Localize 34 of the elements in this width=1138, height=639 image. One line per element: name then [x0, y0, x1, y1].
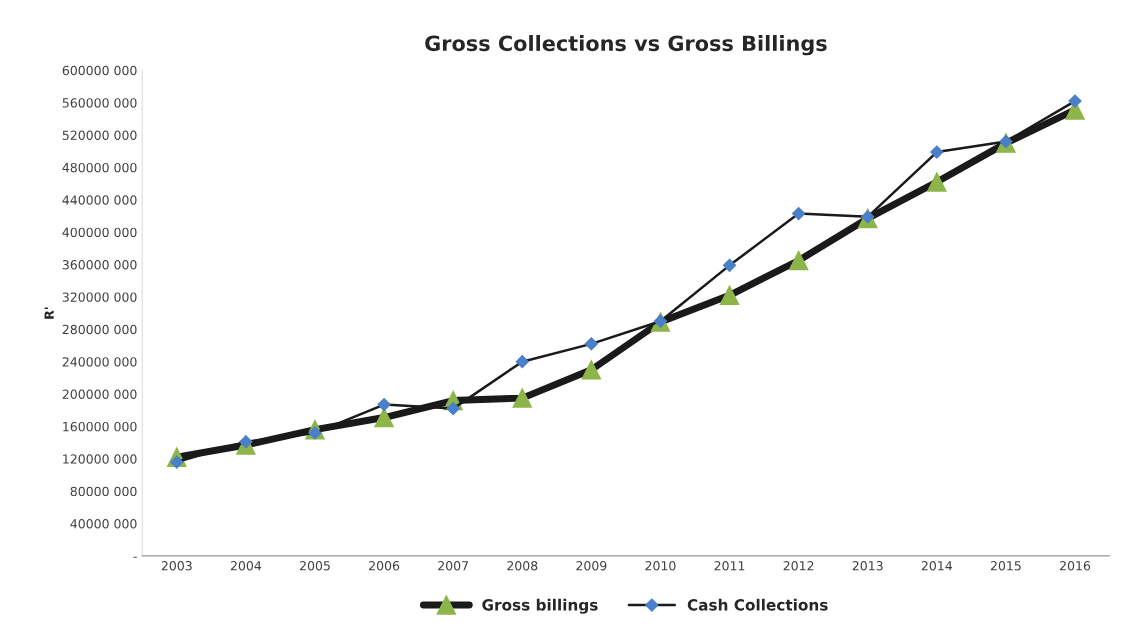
y-tick-label: 400000 000 — [62, 227, 137, 238]
x-tick-label: 2008 — [507, 561, 538, 571]
x-tick-label: 2015 — [990, 561, 1021, 571]
y-tick-label: 320000 000 — [62, 292, 137, 302]
x-tick-label: 2004 — [230, 561, 262, 571]
y-tick-label: 160000 000 — [63, 421, 137, 432]
x-tick-label: 2005 — [299, 561, 330, 571]
y-tick-label: 240000 000 — [62, 357, 137, 367]
x-tick-label: 2010 — [645, 561, 676, 571]
y-tick-label: 280000 000 — [62, 324, 137, 335]
x-tick-label: 2014 — [921, 561, 953, 571]
y-axis-title: R' — [44, 307, 54, 319]
y-tick-label: 120000 000 — [63, 454, 137, 464]
x-tick-label: 2016 — [1060, 561, 1091, 571]
y-tick-label: 200000 000 — [62, 389, 137, 399]
x-tick-label: 2011 — [714, 561, 745, 571]
y-tick-label: 480000 000 — [62, 162, 137, 173]
chart-title: Gross Collections vs Gross Billings — [425, 35, 827, 56]
y-tick-label: 600000 000 — [62, 65, 137, 76]
y-tick-label: 560000 000 — [62, 98, 137, 108]
x-tick-label: 2006 — [369, 561, 400, 571]
x-tick-label: 2009 — [576, 561, 607, 571]
legend-label: Gross billings — [482, 598, 598, 614]
x-tick-label: 2013 — [852, 561, 883, 571]
y-tick-label: 40000 000 — [70, 519, 137, 529]
y-tick-label: 80000 000 — [70, 486, 137, 497]
x-tick-label: 2007 — [438, 561, 469, 571]
y-tick-label: 520000 000 — [62, 130, 137, 140]
y-tick-label: 440000 000 — [62, 195, 137, 205]
y-tick-label: 360000 000 — [62, 260, 137, 270]
x-tick-label: 2003 — [161, 561, 192, 571]
legend-label: Cash Collections — [687, 598, 828, 611]
x-tick-label: 2012 — [783, 561, 814, 571]
y-tick-label: - — [133, 556, 137, 558]
